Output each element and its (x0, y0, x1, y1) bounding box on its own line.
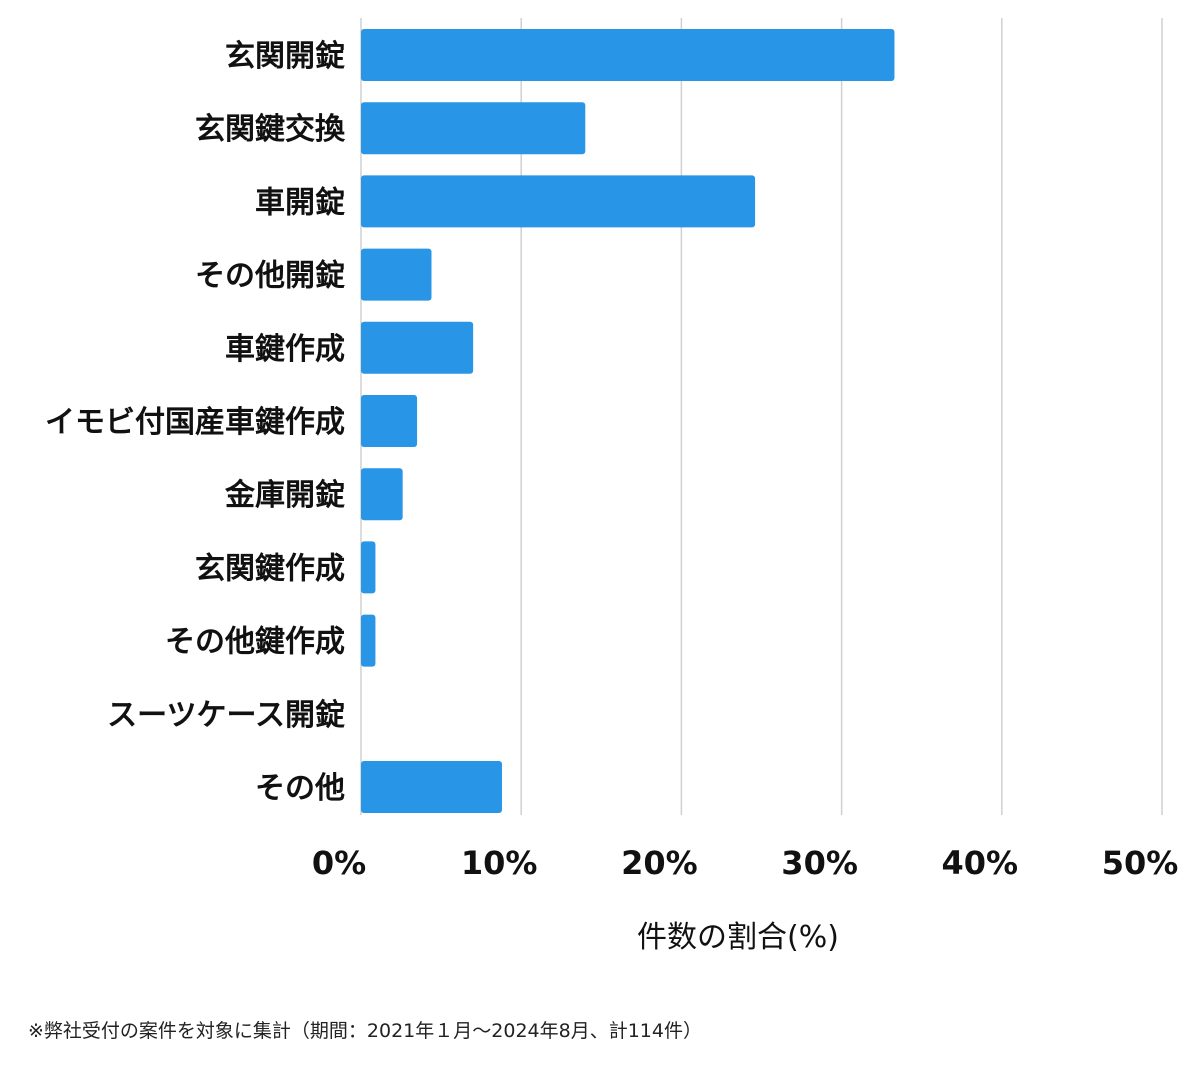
category-label: 玄関鍵作成 (195, 551, 345, 586)
x-tick-label: 50% (1102, 844, 1179, 882)
x-tick-label: 40% (942, 844, 1019, 882)
x-axis-title: 件数の割合(%) (637, 920, 839, 955)
category-label: 玄関鍵交換 (195, 112, 346, 147)
category-label: その他 (255, 771, 345, 806)
x-tick-label: 10% (461, 844, 538, 882)
bar (361, 761, 502, 813)
bar (361, 29, 895, 81)
category-label: その他開錠 (195, 259, 345, 294)
bars (361, 29, 895, 813)
bar (361, 248, 432, 301)
x-tick-label: 30% (781, 844, 858, 882)
x-tick-labels: 0% 10% 20% 30% 40% 50% (312, 844, 1178, 882)
bar (361, 321, 474, 374)
category-label: 金庫開錠 (224, 478, 345, 513)
category-label: その他鍵作成 (165, 625, 345, 660)
bar (361, 175, 756, 228)
bar (361, 468, 403, 521)
category-label: スーツケース開錠 (107, 698, 345, 733)
x-tick-label: 0% (312, 844, 366, 882)
bar (361, 614, 376, 667)
bar (361, 541, 376, 594)
category-label: イモビ付国産車鍵作成 (45, 405, 345, 440)
bar (361, 395, 418, 447)
category-label: 玄関開錠 (225, 39, 345, 74)
category-label: 車開錠 (255, 185, 345, 220)
bar (361, 102, 586, 155)
footnote: ※弊社受付の案件を対象に集計（期間：2021年１月〜2024年8月、計114件） (28, 1020, 702, 1042)
x-tick-label: 20% (621, 844, 698, 882)
category-labels: 玄関開錠玄関鍵交換車開錠その他開錠車鍵作成イモビ付国産車鍵作成金庫開錠玄関鍵作成… (45, 39, 346, 806)
bar-chart: 玄関開錠玄関鍵交換車開錠その他開錠車鍵作成イモビ付国産車鍵作成金庫開錠玄関鍵作成… (45, 18, 1178, 955)
category-label: 車鍵作成 (225, 332, 345, 367)
